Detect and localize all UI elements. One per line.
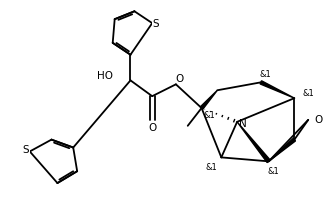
Text: HO: HO — [97, 71, 113, 81]
Text: &1: &1 — [204, 111, 215, 120]
Text: O: O — [148, 123, 156, 133]
Text: &1: &1 — [268, 167, 280, 176]
Text: O: O — [314, 115, 322, 125]
Text: N: N — [239, 119, 247, 129]
Polygon shape — [260, 81, 294, 98]
Polygon shape — [269, 138, 295, 161]
Text: O: O — [176, 74, 184, 84]
Polygon shape — [237, 122, 270, 162]
Text: S: S — [153, 19, 160, 29]
Polygon shape — [200, 90, 217, 109]
Text: S: S — [23, 145, 29, 155]
Text: &1: &1 — [260, 70, 271, 79]
Text: &1: &1 — [206, 163, 217, 172]
Text: &1: &1 — [302, 89, 314, 98]
